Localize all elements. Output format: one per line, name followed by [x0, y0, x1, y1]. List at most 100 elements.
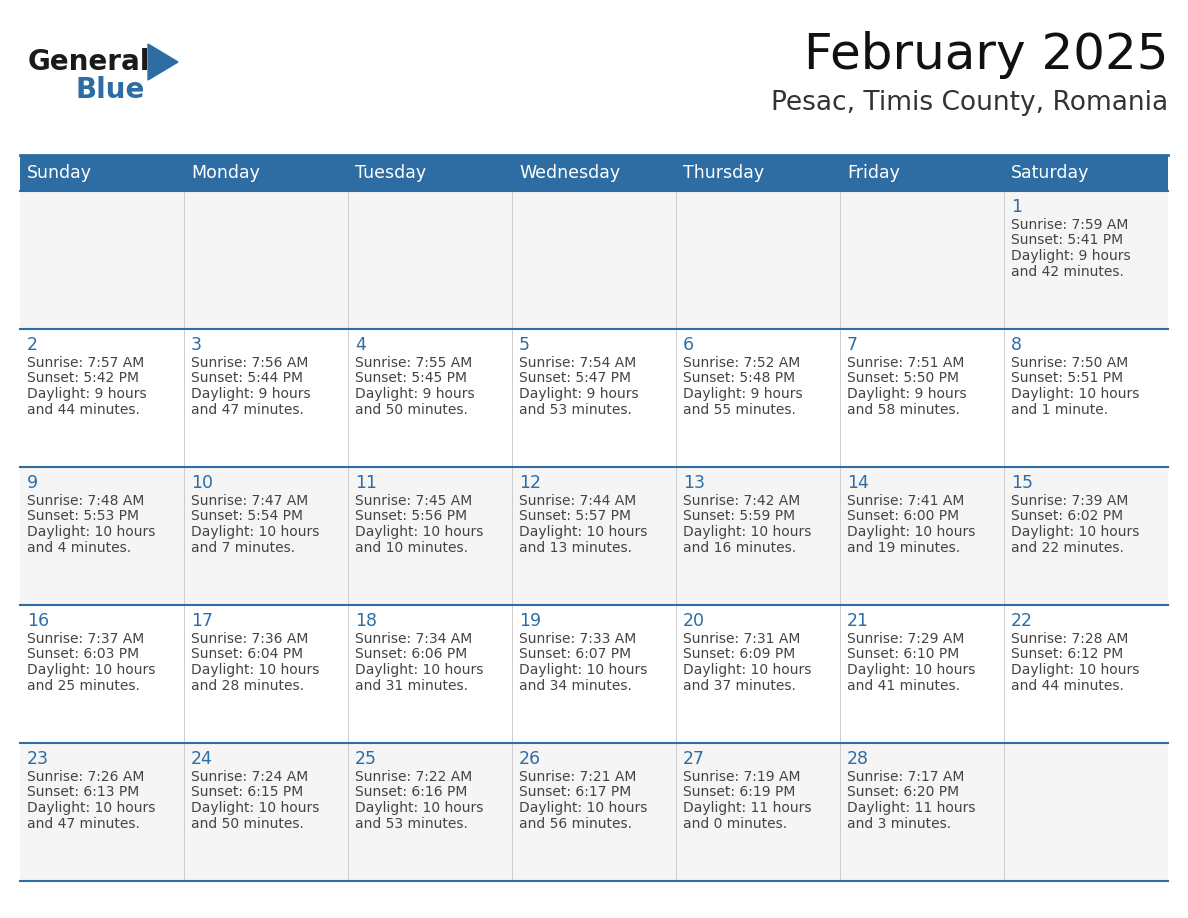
Text: 7: 7: [847, 336, 858, 354]
Text: and 0 minutes.: and 0 minutes.: [683, 816, 788, 831]
Text: Sunrise: 7:24 AM: Sunrise: 7:24 AM: [191, 770, 308, 784]
Text: 23: 23: [27, 750, 49, 768]
Text: General: General: [29, 48, 151, 76]
Text: Sunset: 6:06 PM: Sunset: 6:06 PM: [355, 647, 467, 662]
Text: Daylight: 10 hours: Daylight: 10 hours: [847, 663, 975, 677]
Text: Daylight: 10 hours: Daylight: 10 hours: [847, 525, 975, 539]
Text: 24: 24: [191, 750, 213, 768]
Text: Tuesday: Tuesday: [355, 164, 426, 182]
Text: Sunrise: 7:28 AM: Sunrise: 7:28 AM: [1011, 632, 1129, 646]
Text: and 50 minutes.: and 50 minutes.: [191, 816, 304, 831]
Text: 27: 27: [683, 750, 704, 768]
Text: Sunset: 5:59 PM: Sunset: 5:59 PM: [683, 509, 795, 523]
Text: Sunrise: 7:42 AM: Sunrise: 7:42 AM: [683, 494, 801, 508]
Text: 12: 12: [519, 474, 541, 492]
Text: Sunrise: 7:48 AM: Sunrise: 7:48 AM: [27, 494, 145, 508]
Text: 3: 3: [191, 336, 202, 354]
Text: Sunrise: 7:19 AM: Sunrise: 7:19 AM: [683, 770, 801, 784]
Text: Sunrise: 7:45 AM: Sunrise: 7:45 AM: [355, 494, 473, 508]
Text: 4: 4: [355, 336, 366, 354]
Text: 14: 14: [847, 474, 868, 492]
Text: Monday: Monday: [191, 164, 260, 182]
Text: and 25 minutes.: and 25 minutes.: [27, 678, 140, 692]
Text: Sunset: 6:10 PM: Sunset: 6:10 PM: [847, 647, 959, 662]
Polygon shape: [148, 44, 178, 80]
Text: Daylight: 9 hours: Daylight: 9 hours: [683, 387, 803, 401]
Text: and 47 minutes.: and 47 minutes.: [27, 816, 140, 831]
Text: Saturday: Saturday: [1011, 164, 1089, 182]
Text: Sunday: Sunday: [27, 164, 91, 182]
Text: Sunset: 5:42 PM: Sunset: 5:42 PM: [27, 372, 139, 386]
Text: Sunset: 5:48 PM: Sunset: 5:48 PM: [683, 372, 795, 386]
Text: and 42 minutes.: and 42 minutes.: [1011, 264, 1124, 278]
Text: Daylight: 9 hours: Daylight: 9 hours: [355, 387, 475, 401]
Text: Daylight: 10 hours: Daylight: 10 hours: [519, 663, 647, 677]
Text: 16: 16: [27, 612, 49, 630]
Text: Sunrise: 7:21 AM: Sunrise: 7:21 AM: [519, 770, 637, 784]
Text: 5: 5: [519, 336, 530, 354]
Text: Daylight: 10 hours: Daylight: 10 hours: [355, 663, 484, 677]
Text: Daylight: 10 hours: Daylight: 10 hours: [683, 663, 811, 677]
Text: 22: 22: [1011, 612, 1034, 630]
Text: Sunrise: 7:55 AM: Sunrise: 7:55 AM: [355, 356, 473, 370]
Text: Daylight: 10 hours: Daylight: 10 hours: [519, 801, 647, 815]
Text: Sunrise: 7:50 AM: Sunrise: 7:50 AM: [1011, 356, 1129, 370]
Text: Sunset: 6:09 PM: Sunset: 6:09 PM: [683, 647, 795, 662]
Text: and 44 minutes.: and 44 minutes.: [1011, 678, 1124, 692]
Text: Daylight: 9 hours: Daylight: 9 hours: [847, 387, 967, 401]
Text: Sunrise: 7:29 AM: Sunrise: 7:29 AM: [847, 632, 965, 646]
Text: Sunset: 5:54 PM: Sunset: 5:54 PM: [191, 509, 303, 523]
Text: and 22 minutes.: and 22 minutes.: [1011, 541, 1124, 554]
Text: Friday: Friday: [847, 164, 899, 182]
Text: Daylight: 10 hours: Daylight: 10 hours: [191, 663, 320, 677]
Text: 21: 21: [847, 612, 868, 630]
Text: and 50 minutes.: and 50 minutes.: [355, 402, 468, 417]
Text: 17: 17: [191, 612, 213, 630]
Text: 28: 28: [847, 750, 868, 768]
Text: 20: 20: [683, 612, 704, 630]
Text: Sunset: 6:16 PM: Sunset: 6:16 PM: [355, 786, 467, 800]
Text: Sunset: 6:04 PM: Sunset: 6:04 PM: [191, 647, 303, 662]
Text: Sunrise: 7:52 AM: Sunrise: 7:52 AM: [683, 356, 801, 370]
Text: Sunset: 6:02 PM: Sunset: 6:02 PM: [1011, 509, 1123, 523]
Text: Daylight: 10 hours: Daylight: 10 hours: [1011, 387, 1139, 401]
Text: Daylight: 10 hours: Daylight: 10 hours: [191, 801, 320, 815]
Text: Daylight: 10 hours: Daylight: 10 hours: [27, 801, 156, 815]
Text: and 58 minutes.: and 58 minutes.: [847, 402, 960, 417]
Text: and 53 minutes.: and 53 minutes.: [355, 816, 468, 831]
Bar: [20, 155, 1168, 191]
Text: 26: 26: [519, 750, 541, 768]
Text: and 13 minutes.: and 13 minutes.: [519, 541, 632, 554]
Text: Sunrise: 7:36 AM: Sunrise: 7:36 AM: [191, 632, 309, 646]
Text: Sunset: 5:56 PM: Sunset: 5:56 PM: [355, 509, 467, 523]
Text: Sunset: 6:13 PM: Sunset: 6:13 PM: [27, 786, 139, 800]
Text: Sunrise: 7:41 AM: Sunrise: 7:41 AM: [847, 494, 965, 508]
Text: Sunset: 5:41 PM: Sunset: 5:41 PM: [1011, 233, 1123, 248]
Bar: [20, 605, 1168, 743]
Text: 1: 1: [1011, 198, 1022, 216]
Text: Sunrise: 7:56 AM: Sunrise: 7:56 AM: [191, 356, 309, 370]
Text: February 2025: February 2025: [803, 31, 1168, 79]
Text: Sunset: 6:15 PM: Sunset: 6:15 PM: [191, 786, 303, 800]
Text: 13: 13: [683, 474, 704, 492]
Text: and 3 minutes.: and 3 minutes.: [847, 816, 952, 831]
Text: Sunset: 5:50 PM: Sunset: 5:50 PM: [847, 372, 959, 386]
Text: Sunset: 6:03 PM: Sunset: 6:03 PM: [27, 647, 139, 662]
Text: and 34 minutes.: and 34 minutes.: [519, 678, 632, 692]
Text: Sunset: 6:00 PM: Sunset: 6:00 PM: [847, 509, 959, 523]
Text: Daylight: 9 hours: Daylight: 9 hours: [1011, 249, 1131, 263]
Text: and 56 minutes.: and 56 minutes.: [519, 816, 632, 831]
Text: Daylight: 10 hours: Daylight: 10 hours: [27, 663, 156, 677]
Text: 8: 8: [1011, 336, 1022, 354]
Text: and 41 minutes.: and 41 minutes.: [847, 678, 960, 692]
Text: Sunrise: 7:54 AM: Sunrise: 7:54 AM: [519, 356, 637, 370]
Text: Sunset: 5:57 PM: Sunset: 5:57 PM: [519, 509, 631, 523]
Text: Sunset: 5:45 PM: Sunset: 5:45 PM: [355, 372, 467, 386]
Text: Sunset: 6:17 PM: Sunset: 6:17 PM: [519, 786, 631, 800]
Text: Daylight: 9 hours: Daylight: 9 hours: [27, 387, 146, 401]
Bar: [20, 743, 1168, 881]
Text: Sunrise: 7:44 AM: Sunrise: 7:44 AM: [519, 494, 637, 508]
Text: 25: 25: [355, 750, 377, 768]
Text: Sunset: 6:20 PM: Sunset: 6:20 PM: [847, 786, 959, 800]
Text: 2: 2: [27, 336, 38, 354]
